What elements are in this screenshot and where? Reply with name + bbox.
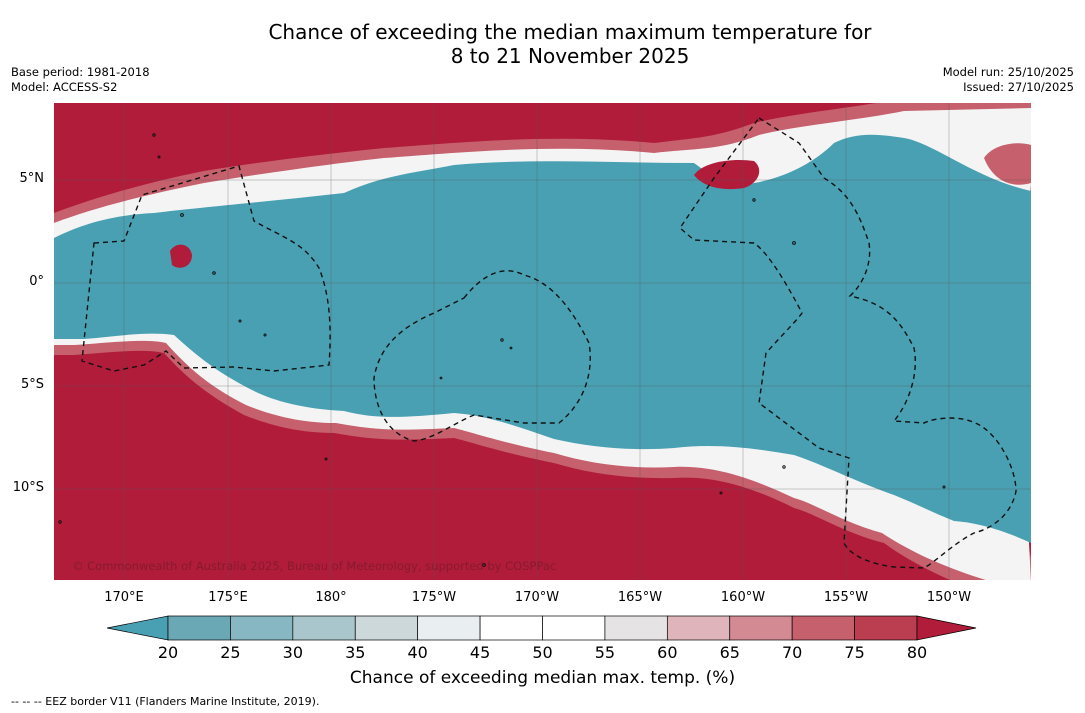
- colorbar-tick-label: 55: [594, 643, 616, 662]
- base-period: Base period: 1981-2018: [11, 65, 150, 79]
- lat-label-10s: 10°S: [12, 480, 44, 495]
- lat-label-5n: 5°N: [19, 171, 45, 186]
- colorbar-segment: [417, 615, 481, 641]
- colorbar-segments: [167, 615, 918, 641]
- meta-left: Base period: 1981-2018 Model: ACCESS-S2: [11, 65, 150, 95]
- lon-label-160w: 160°W: [720, 590, 766, 605]
- eez-borders: [81, 117, 1017, 569]
- colorbar-tick-label: 65: [719, 643, 740, 662]
- chart-title: Chance of exceeding the median maximum t…: [0, 20, 1085, 68]
- colorbar-tick-label: 80: [906, 643, 928, 662]
- above-median-spot-west: [170, 244, 192, 268]
- title-line-1: Chance of exceeding the median maximum t…: [268, 20, 872, 44]
- meta-right: Model run: 25/10/2025 Issued: 27/10/2025: [943, 65, 1074, 95]
- colorbar-tick-label: 30: [282, 643, 303, 662]
- below-median-region: [54, 134, 1031, 543]
- lon-label-165w: 165°W: [617, 590, 663, 605]
- colorbar-tick-label: 75: [844, 643, 865, 662]
- lon-label-175e: 175°E: [208, 590, 248, 605]
- colorbar-segment: [791, 615, 855, 641]
- colorbar-segment: [542, 615, 606, 641]
- colorbar-high-extend: [916, 615, 977, 641]
- lon-label-175w: 175°W: [411, 590, 457, 605]
- colorbar-tick-label: 45: [469, 643, 491, 662]
- copyright-notice: © Commonwealth of Australia 2025, Bureau…: [72, 559, 557, 573]
- issued-date: Issued: 27/10/2025: [963, 80, 1074, 94]
- colorbar-segment: [167, 615, 231, 641]
- lat-label-0: 0°: [29, 274, 44, 289]
- colorbar-segment: [604, 615, 668, 641]
- colorbar-tick-label: 40: [407, 643, 428, 662]
- title-line-2: 8 to 21 November 2025: [450, 44, 690, 68]
- colorbar-tick-label: 35: [345, 643, 366, 662]
- footer-legend: -- -- -- EEZ border V11 (Flanders Marine…: [11, 695, 320, 708]
- lon-label-170e: 170°E: [104, 590, 144, 605]
- lat-label-5s: 5°S: [20, 377, 44, 392]
- lon-label-170w: 170°W: [514, 590, 560, 605]
- model-name: Model: ACCESS-S2: [11, 80, 118, 94]
- colorbar-tick-label: 25: [220, 643, 241, 662]
- colorbar-tick-label: 60: [657, 643, 678, 662]
- colorbar-label: Chance of exceeding median max. temp. (%…: [349, 668, 736, 688]
- colorbar-tick-label: 20: [157, 643, 179, 662]
- colorbar-segment: [354, 615, 419, 641]
- colorbar-segment: [292, 615, 356, 641]
- colorbar-tick-label: 70: [781, 643, 803, 662]
- lon-label-155w: 155°W: [823, 590, 869, 605]
- colorbar-tick-label: 50: [532, 643, 553, 662]
- colorbar-segment: [666, 615, 731, 641]
- colorbar: [107, 615, 977, 641]
- colorbar-segment: [729, 615, 793, 641]
- model-run: Model run: 25/10/2025: [942, 65, 1074, 79]
- colorbar-segment: [479, 615, 543, 641]
- colorbar-low-extend: [107, 615, 169, 641]
- map-panel: [54, 103, 1031, 580]
- lon-label-150w: 150°W: [926, 590, 972, 605]
- islands: [58, 133, 946, 567]
- lon-label-180: 180°: [315, 590, 347, 605]
- colorbar-segment: [854, 615, 918, 641]
- colorbar-segment: [230, 615, 294, 641]
- above-median-island-northeast: [984, 143, 1031, 185]
